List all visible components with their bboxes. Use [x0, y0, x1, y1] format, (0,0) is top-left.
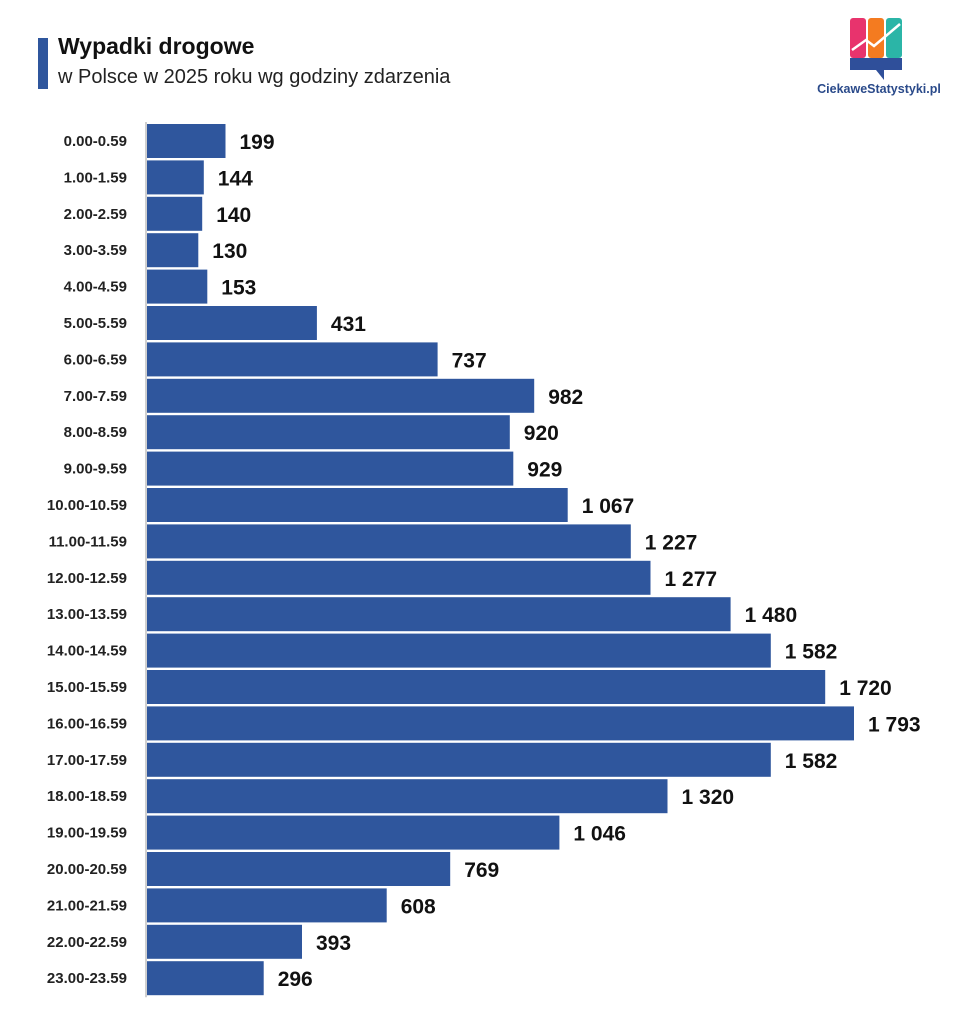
- category-label: 2.00-2.59: [64, 206, 127, 223]
- category-label: 6.00-6.59: [64, 351, 127, 368]
- bar-18.00-18.59: [147, 779, 668, 814]
- bar-9.00-9.59: [147, 451, 514, 486]
- value-label: 431: [331, 313, 366, 336]
- value-label: 1 277: [665, 568, 718, 591]
- bar-19.00-19.59: [147, 815, 560, 850]
- category-label: 12.00-12.59: [47, 570, 127, 587]
- category-label: 14.00-14.59: [47, 643, 127, 660]
- category-label: 3.00-3.59: [64, 242, 127, 259]
- chart-subtitle: w Polsce w 2025 roku wg godziny zdarzeni…: [58, 66, 451, 88]
- bar-23.00-23.59: [147, 961, 264, 996]
- value-label: 982: [548, 386, 583, 409]
- category-label: 0.00-0.59: [64, 133, 127, 150]
- value-label: 393: [316, 932, 351, 955]
- value-label: 1 480: [745, 604, 798, 627]
- category-label: 19.00-19.59: [47, 825, 127, 842]
- category-label: 16.00-16.59: [47, 715, 127, 732]
- bar-8.00-8.59: [147, 415, 510, 450]
- value-label: 1 046: [573, 823, 626, 846]
- category-label: 4.00-4.59: [64, 279, 127, 296]
- bar-21.00-21.59: [147, 888, 387, 923]
- bar-7.00-7.59: [147, 378, 535, 413]
- category-label: 22.00-22.59: [47, 934, 127, 951]
- bar-14.00-14.59: [147, 633, 771, 668]
- category-label: 13.00-13.59: [47, 606, 127, 623]
- category-label: 9.00-9.59: [64, 461, 127, 478]
- category-label: 17.00-17.59: [47, 752, 127, 769]
- value-label: 608: [401, 895, 436, 918]
- category-label: 10.00-10.59: [47, 497, 127, 514]
- value-label: 130: [212, 240, 247, 263]
- value-label: 920: [524, 422, 559, 445]
- bar-13.00-13.59: [147, 597, 731, 632]
- category-label: 1.00-1.59: [64, 169, 127, 186]
- value-label: 1 582: [785, 641, 838, 664]
- bar-12.00-12.59: [147, 560, 651, 595]
- bar-16.00-16.59: [147, 706, 854, 741]
- value-label: 199: [240, 131, 275, 154]
- category-label: 11.00-11.59: [49, 533, 127, 550]
- category-label: 23.00-23.59: [47, 970, 127, 987]
- value-label: 1 582: [785, 750, 838, 773]
- brand-name: CiekaweStatystyki.pl: [817, 82, 941, 96]
- category-label: 8.00-8.59: [64, 424, 127, 441]
- bar-3.00-3.59: [147, 233, 199, 268]
- bar-5.00-5.59: [147, 306, 317, 340]
- value-label: 1 320: [682, 786, 735, 809]
- brand-chat-icon: [850, 18, 902, 80]
- value-label: 1 067: [582, 495, 635, 518]
- bar-2.00-2.59: [147, 196, 203, 231]
- value-label: 153: [221, 277, 256, 300]
- value-label: 140: [216, 204, 251, 227]
- category-label: 7.00-7.59: [64, 388, 127, 405]
- bar-6.00-6.59: [147, 342, 438, 377]
- chart-title: Wypadki drogowe: [58, 33, 255, 59]
- bar-20.00-20.59: [147, 852, 451, 886]
- bar-22.00-22.59: [147, 924, 302, 959]
- category-label: 15.00-15.59: [47, 679, 127, 696]
- bar-17.00-17.59: [147, 742, 771, 777]
- bar-4.00-4.59: [147, 269, 208, 304]
- value-label: 769: [464, 859, 499, 882]
- value-label: 144: [218, 167, 253, 190]
- category-label: 18.00-18.59: [47, 788, 127, 805]
- brand-logo[interactable]: CiekaweStatystyki.pl: [812, 14, 946, 104]
- category-label: 21.00-21.59: [47, 897, 127, 914]
- category-label: 5.00-5.59: [64, 315, 127, 332]
- value-label: 1 227: [645, 531, 698, 554]
- bar-10.00-10.59: [147, 488, 568, 522]
- value-label: 737: [452, 349, 487, 372]
- bar-11.00-11.59: [147, 524, 631, 559]
- value-label: 296: [278, 968, 313, 991]
- title-accent-bar: [38, 38, 48, 89]
- bar-15.00-15.59: [147, 670, 826, 704]
- bar-1.00-1.59: [147, 160, 204, 195]
- value-label: 1 793: [868, 713, 921, 736]
- bar-0.00-0.59: [147, 124, 226, 158]
- value-label: 929: [527, 459, 562, 482]
- category-label: 20.00-20.59: [47, 861, 127, 878]
- value-label: 1 720: [839, 677, 892, 700]
